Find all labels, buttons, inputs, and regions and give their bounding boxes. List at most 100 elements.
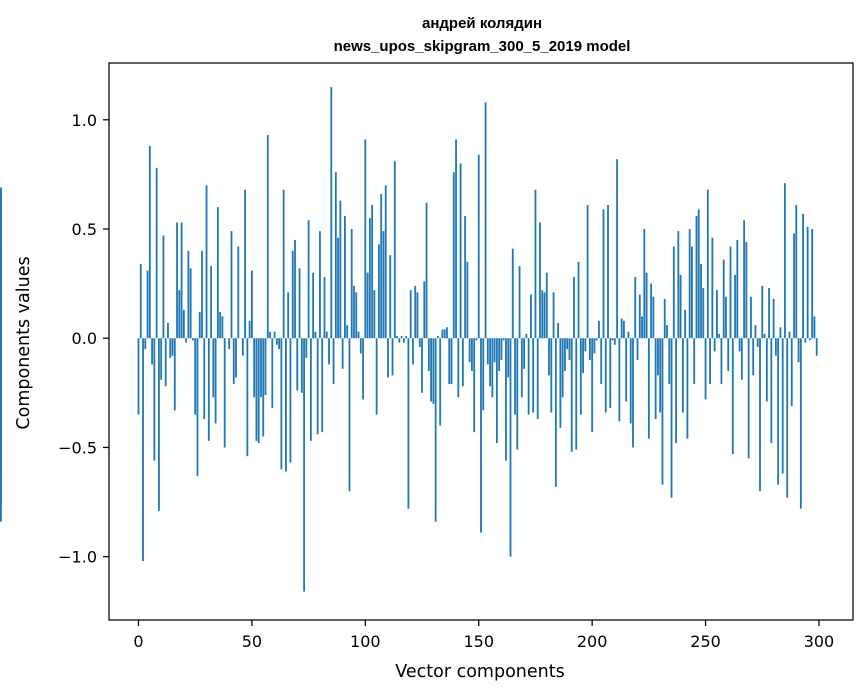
bar bbox=[634, 277, 636, 338]
bar bbox=[630, 338, 632, 423]
chart-title-line1: андрей колядин bbox=[422, 15, 542, 32]
bar bbox=[296, 338, 298, 390]
bar bbox=[714, 338, 716, 351]
bar bbox=[571, 338, 573, 452]
bar bbox=[378, 244, 380, 338]
bar bbox=[614, 338, 616, 345]
bar bbox=[346, 325, 348, 338]
x-tick-label: 0 bbox=[133, 632, 143, 651]
bar bbox=[621, 319, 623, 339]
bar bbox=[156, 168, 158, 338]
bar bbox=[460, 163, 462, 338]
bar bbox=[349, 338, 351, 491]
bar bbox=[564, 338, 566, 371]
bar bbox=[466, 262, 468, 338]
bar bbox=[299, 268, 301, 338]
bar bbox=[498, 338, 500, 371]
bar bbox=[428, 338, 430, 371]
bar bbox=[430, 338, 432, 401]
bar bbox=[194, 338, 196, 414]
bar bbox=[748, 338, 750, 458]
bar bbox=[410, 290, 412, 338]
bar bbox=[197, 338, 199, 476]
bar bbox=[789, 332, 791, 339]
bar bbox=[160, 338, 162, 380]
bar bbox=[730, 246, 732, 338]
bar bbox=[525, 334, 527, 338]
bar bbox=[485, 102, 487, 338]
bar bbox=[639, 295, 641, 339]
bar bbox=[181, 222, 183, 338]
bar bbox=[398, 338, 400, 342]
bar bbox=[292, 251, 294, 338]
bar bbox=[362, 338, 364, 399]
bar bbox=[793, 233, 795, 338]
bar bbox=[609, 338, 611, 408]
bar bbox=[562, 338, 564, 397]
bar bbox=[569, 338, 571, 360]
bar bbox=[580, 338, 582, 414]
bar bbox=[616, 159, 618, 338]
bar bbox=[727, 338, 729, 371]
bar bbox=[174, 338, 176, 410]
bar bbox=[671, 338, 673, 497]
bar bbox=[510, 338, 512, 556]
x-tick-label: 200 bbox=[577, 632, 608, 651]
bar bbox=[612, 338, 614, 340]
bar bbox=[294, 240, 296, 338]
bar bbox=[637, 338, 639, 360]
bar bbox=[315, 332, 317, 339]
bar bbox=[530, 295, 532, 339]
bar bbox=[310, 338, 312, 441]
bar bbox=[233, 338, 235, 384]
bar bbox=[383, 231, 385, 338]
bar bbox=[732, 338, 734, 454]
bar bbox=[217, 207, 219, 338]
bar bbox=[178, 290, 180, 338]
bar bbox=[151, 338, 153, 364]
bar bbox=[646, 273, 648, 339]
bar bbox=[199, 312, 201, 338]
bar bbox=[437, 336, 439, 338]
bar bbox=[419, 338, 421, 347]
bar bbox=[698, 209, 700, 338]
bar bbox=[553, 292, 555, 338]
bar bbox=[780, 327, 782, 338]
bar bbox=[528, 338, 530, 414]
bar bbox=[677, 231, 679, 338]
bar bbox=[544, 292, 546, 338]
bar bbox=[578, 262, 580, 338]
bar bbox=[290, 338, 292, 463]
bar bbox=[455, 139, 457, 338]
bar bbox=[673, 246, 675, 338]
bar bbox=[575, 338, 577, 449]
bar bbox=[664, 299, 666, 338]
bar bbox=[142, 338, 144, 561]
bar bbox=[328, 338, 330, 364]
bar bbox=[739, 338, 741, 351]
bar bbox=[680, 275, 682, 338]
bar bbox=[183, 310, 185, 338]
bar bbox=[342, 338, 344, 369]
bar bbox=[557, 323, 559, 338]
bar bbox=[267, 135, 269, 338]
bar bbox=[784, 183, 786, 338]
bar bbox=[412, 338, 414, 364]
bar bbox=[360, 338, 362, 353]
bar bbox=[741, 338, 743, 380]
bar bbox=[215, 338, 217, 423]
bar bbox=[260, 338, 262, 397]
bar bbox=[648, 338, 650, 438]
bar bbox=[244, 190, 246, 339]
bar bbox=[471, 338, 473, 371]
bar bbox=[584, 338, 586, 351]
x-tick-label: 300 bbox=[804, 632, 835, 651]
bar bbox=[795, 205, 797, 338]
bar bbox=[782, 338, 784, 473]
bar bbox=[773, 299, 775, 338]
bar bbox=[507, 338, 509, 377]
bar bbox=[662, 338, 664, 484]
bar bbox=[689, 229, 691, 338]
bar bbox=[373, 290, 375, 338]
y-tick-label: 0.0 bbox=[72, 329, 97, 348]
